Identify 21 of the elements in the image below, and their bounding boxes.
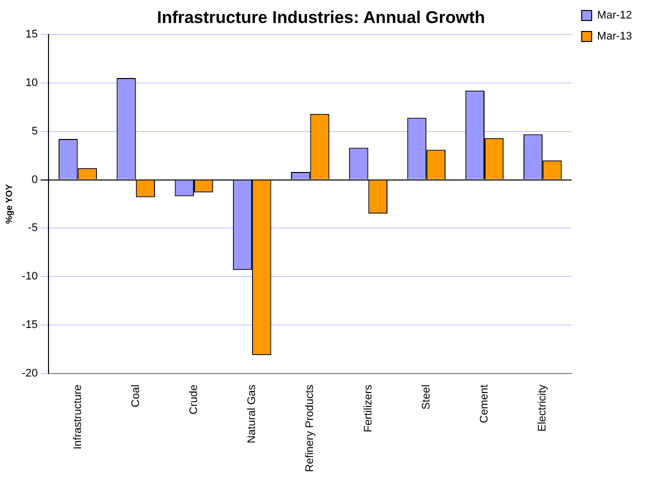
y-tick-label: 0 <box>32 174 38 186</box>
x-tick-label: Infrastructure <box>72 384 84 450</box>
x-tick-label: Refinery Products <box>304 384 316 472</box>
y-tick-label: 15 <box>25 28 38 40</box>
chart-title: Infrastructure Industries: Annual Growth <box>156 8 486 27</box>
x-tick-label: Electricity <box>536 384 549 432</box>
x-tick-label: Crude <box>188 384 200 415</box>
x-tick-label: Fertilizers <box>362 384 374 432</box>
legend-label: Mar-13 <box>597 30 632 43</box>
y-tick-label: -10 <box>22 270 38 283</box>
y-tick-label: -20 <box>22 368 38 380</box>
x-tick-label: Natural Gas <box>246 384 258 444</box>
y-tick-label: 5 <box>32 125 38 138</box>
y-tick-label: 10 <box>25 76 38 89</box>
y-axis-title: %ge YOY <box>4 184 14 224</box>
legend-label: Mar-12 <box>597 10 632 22</box>
x-tick-label: Steel <box>420 384 432 410</box>
y-tick-label: -15 <box>22 319 38 332</box>
x-tick-label: Coal <box>130 384 142 408</box>
y-tick-label: -5 <box>28 222 38 234</box>
x-tick-label: Cement <box>478 384 491 424</box>
